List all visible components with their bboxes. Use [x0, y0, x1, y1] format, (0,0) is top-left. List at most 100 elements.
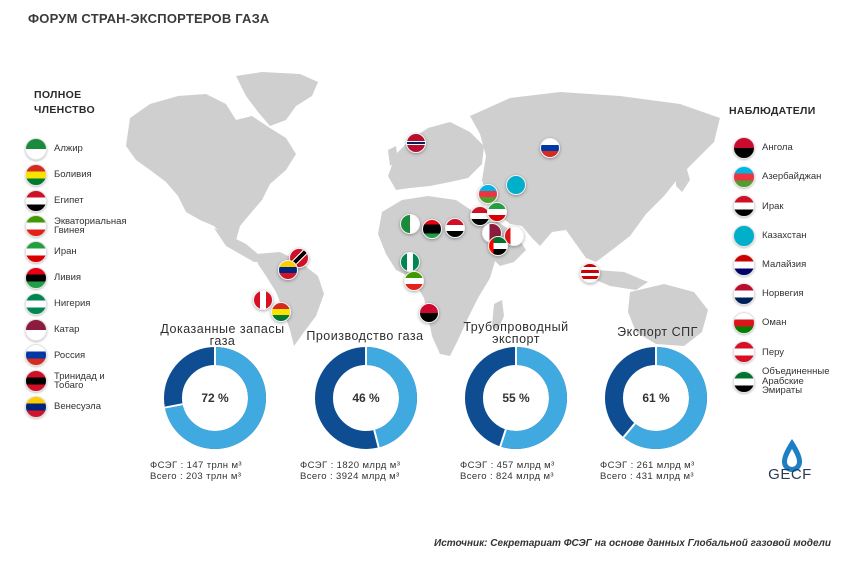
donut-percent-label: 55 % [502, 391, 530, 405]
country-name: Ирак [762, 200, 784, 212]
stat-total: Всего : 3924 млрд м³ [300, 471, 400, 482]
country-name: Норвегия [762, 288, 804, 300]
flag-icon [733, 370, 755, 393]
stat-total: Всего : 431 млрд м³ [600, 471, 694, 482]
legend-item: Ангола [733, 137, 842, 159]
chart-title: Трубопроводный экспорт [463, 320, 569, 346]
source-note: Источник: Секретариат ФСЭГ на основе дан… [434, 538, 831, 549]
legend-item: Казахстан [733, 224, 842, 247]
donut: 72 % [163, 346, 267, 450]
flag-icon [25, 241, 47, 264]
legend-item: Венесуэла [25, 396, 134, 418]
country-name: Египет [54, 194, 84, 206]
page-title: ФОРУМ СТРАН-ЭКСПОРТЕРОВ ГАЗА [28, 11, 270, 26]
country-name: Венесуэла [54, 401, 102, 413]
map-flag-nigeria [400, 252, 420, 272]
map-flag-egypt [445, 218, 465, 238]
flag-icon [25, 189, 47, 212]
legend-item: Оман [733, 312, 842, 335]
map-flag-iran [487, 202, 507, 222]
map-flag-oman [504, 226, 524, 246]
country-name: Объединенные Арабские Эмираты [762, 366, 830, 397]
map-flag-venezuela [278, 260, 298, 280]
slice-separator [373, 429, 380, 448]
map-flag-azerbaijan [478, 184, 498, 204]
map-flag-eq-guinea [404, 271, 424, 291]
map-flag-algeria [400, 214, 420, 234]
flag-icon [25, 267, 47, 289]
donut: 61 % [604, 346, 708, 450]
map-flag-kazakhstan [506, 175, 526, 195]
flag-icon [733, 224, 755, 247]
map-flag-angola [419, 303, 439, 323]
legend-item: Нигерия [25, 292, 134, 315]
country-name: Перу [762, 346, 785, 358]
flag-icon [25, 138, 47, 160]
map-flag-libya [422, 219, 442, 239]
flag-icon [25, 344, 47, 367]
flag-icon [25, 396, 47, 418]
flag-icon [25, 318, 47, 341]
legend-item: Малайзия [733, 253, 842, 276]
legend-item: Ливия [25, 267, 134, 289]
country-name: Россия [54, 349, 86, 361]
flag-icon [733, 283, 755, 305]
legend-item: Иран [25, 241, 134, 264]
map-flag-peru [253, 290, 273, 310]
country-name: Казахстан [762, 229, 807, 241]
map-flag-uae [488, 236, 508, 256]
country-name: Азербайджан [762, 171, 822, 183]
flag-icon [25, 215, 47, 238]
slice-separator [499, 429, 507, 447]
flag-icon [733, 137, 755, 159]
country-name: Алжир [54, 143, 83, 155]
flag-icon [25, 370, 47, 393]
stat-gecf: ФСЭГ : 457 млрд м³ [460, 460, 555, 471]
flag-icon [733, 195, 755, 218]
country-name: Нигерия [54, 298, 91, 310]
flag-icon [25, 292, 47, 315]
donut: 46 % [314, 346, 418, 450]
country-name: Экваториальная Гвинея [54, 215, 127, 237]
flag-icon [733, 253, 755, 276]
legend-item: Катар [25, 318, 134, 341]
donut-percent-label: 46 % [352, 391, 380, 405]
stat-total: Всего : 824 млрд м³ [460, 471, 554, 482]
country-name: Катар [54, 323, 80, 335]
chart-title: Производство газа [306, 329, 424, 343]
stat-total: Всего : 203 трлн м³ [150, 471, 242, 482]
slice-separator [622, 422, 636, 438]
legend-item: Россия [25, 344, 134, 367]
flag-icon [733, 166, 755, 189]
country-name: Ангола [762, 142, 793, 154]
country-name: Тринидад и Тобаго [54, 370, 105, 392]
country-name: Оман [762, 317, 787, 329]
flag-icon [733, 312, 755, 335]
legend-item: Ирак [733, 195, 842, 218]
country-name: Малайзия [762, 259, 807, 271]
gecf-logo [782, 439, 802, 472]
logo-text: GECF [768, 466, 812, 483]
map-flag-bolivia [271, 302, 291, 322]
country-name: Ливия [54, 272, 82, 284]
donut-percent-label: 72 % [201, 391, 229, 405]
flag-icon [25, 163, 47, 186]
legend-item: Перу [733, 341, 842, 364]
legend-item: Египет [25, 189, 134, 212]
stat-gecf: ФСЭГ : 147 трлн м³ [150, 460, 242, 471]
legend-item: Боливия [25, 163, 134, 186]
donut-percent-label: 61 % [642, 391, 670, 405]
observers-heading: НАБЛЮДАТЕЛИ [729, 105, 816, 117]
map-flag-norway [406, 133, 426, 153]
slice-separator [164, 403, 183, 409]
flag-icon [733, 341, 755, 364]
stat-gecf: ФСЭГ : 1820 млрд м³ [300, 460, 401, 471]
country-name: Боливия [54, 169, 92, 181]
donut: 55 % [464, 346, 568, 450]
country-name: Иран [54, 246, 77, 258]
legend-item: Алжир [25, 138, 134, 160]
full-membership-heading: ПОЛНОЕ ЧЛЕНСТВО [34, 89, 95, 116]
stat-gecf: ФСЭГ : 261 млрд м³ [600, 460, 695, 471]
legend-item: Азербайджан [733, 166, 842, 189]
